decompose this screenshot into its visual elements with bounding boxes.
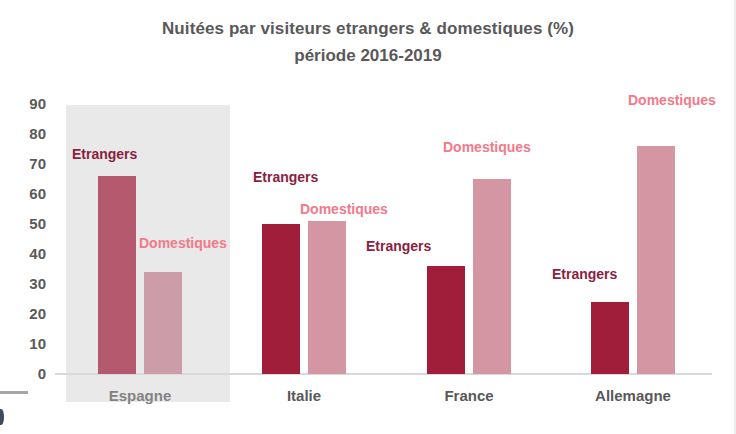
series-label-espagne-domestiques: Domestiques — [139, 236, 227, 250]
y-tick-label-50: 50 — [6, 215, 46, 233]
y-tick-label-80: 80 — [6, 125, 46, 143]
bar-italie-domestiques — [308, 221, 346, 374]
bar-allemagne-domestiques — [637, 146, 675, 374]
y-tick-label-40: 40 — [6, 245, 46, 263]
y-tick-label-0: 0 — [6, 365, 46, 383]
series-label-allemagne-etrangers: Etrangers — [552, 267, 617, 281]
category-label-espagne: Espagne — [80, 387, 200, 404]
y-tick-label-30: 30 — [6, 275, 46, 293]
y-tick-label-70: 70 — [6, 155, 46, 173]
category-label-france: France — [409, 387, 529, 404]
series-label-espagne-etrangers: Etrangers — [72, 147, 137, 161]
page-corner-shape-sliver — [0, 409, 4, 425]
bar-france-domestiques — [473, 179, 511, 374]
y-tick-label-90: 90 — [6, 95, 46, 113]
series-label-france-etrangers: Etrangers — [366, 239, 431, 253]
category-label-allemagne: Allemagne — [573, 387, 693, 404]
bar-allemagne-etrangers — [591, 302, 629, 374]
chart-figure: Nuitées par visiteurs etrangers & domest… — [0, 0, 736, 434]
series-label-italie-etrangers: Etrangers — [253, 170, 318, 184]
bar-espagne-domestiques — [144, 272, 182, 374]
series-label-allemagne-domestiques: Domestiques — [628, 93, 716, 107]
category-label-italie: Italie — [244, 387, 364, 404]
bar-italie-etrangers — [262, 224, 300, 374]
chart-title: Nuitées par visiteurs etrangers & domest… — [0, 19, 736, 39]
series-label-italie-domestiques: Domestiques — [300, 202, 388, 216]
y-tick-label-20: 20 — [6, 305, 46, 323]
y-tick-label-60: 60 — [6, 185, 46, 203]
y-tick-label-10: 10 — [6, 335, 46, 353]
chart-subtitle: période 2016-2019 — [0, 46, 736, 66]
series-label-france-domestiques: Domestiques — [443, 140, 531, 154]
bar-france-etrangers — [427, 266, 465, 374]
page-margin-dash — [0, 391, 28, 394]
bar-espagne-etrangers — [98, 176, 136, 374]
